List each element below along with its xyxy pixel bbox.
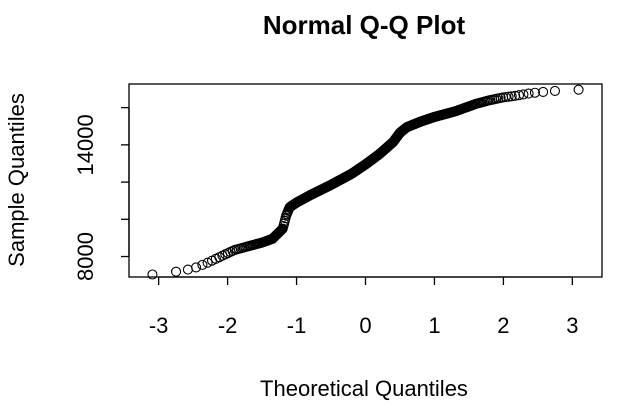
data-point	[518, 89, 529, 100]
data-point	[573, 84, 584, 95]
data-point	[197, 259, 208, 270]
y-tick-label: 8000	[73, 232, 98, 281]
x-tick-label: 2	[497, 313, 509, 338]
data-point	[549, 85, 561, 96]
x-tick-label: 1	[428, 313, 440, 338]
data-point	[274, 226, 285, 237]
x-tick-label: -3	[149, 313, 169, 338]
chart-title: Normal Q-Q Plot	[263, 10, 466, 40]
data-point	[510, 90, 521, 101]
y-tick-label: 14000	[73, 114, 98, 175]
y-axis-label: Sample Quantiles	[4, 93, 29, 267]
plot-frame	[128, 83, 603, 278]
data-point	[538, 86, 549, 98]
y-axis: 8000 14000	[73, 106, 130, 281]
data-point	[523, 88, 534, 99]
data-point	[191, 262, 202, 273]
data-point	[170, 266, 182, 277]
x-tick-label: -2	[218, 313, 238, 338]
x-axis: -3 -2 -1 0 1 2 3	[149, 276, 578, 338]
data-point	[506, 91, 517, 102]
data-point	[529, 87, 540, 98]
data-point	[147, 269, 158, 280]
data-point	[182, 264, 193, 275]
x-tick-label: 0	[359, 313, 371, 338]
x-tick-label: -1	[287, 313, 307, 338]
data-point	[503, 91, 514, 102]
x-axis-label: Theoretical Quantiles	[260, 376, 468, 401]
data-point	[513, 90, 525, 101]
data-point	[222, 248, 233, 259]
x-tick-label: 3	[566, 313, 578, 338]
data-points	[147, 84, 584, 280]
